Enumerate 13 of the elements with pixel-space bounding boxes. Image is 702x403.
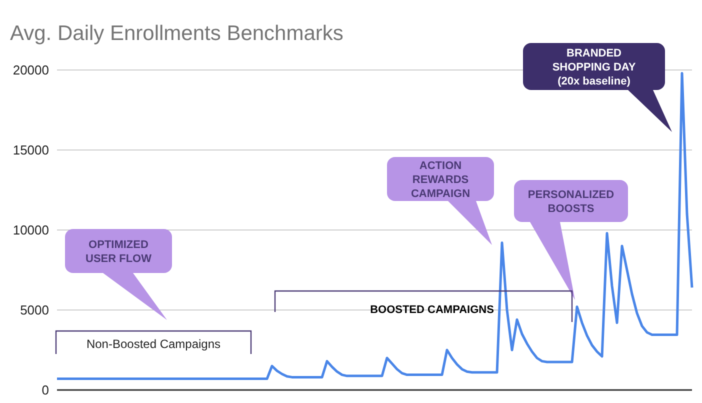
annotation: ACTION REWARDS CAMPAIGN [410,160,470,200]
y-tick-label: 10000 [12,222,49,238]
y-tick-label: 0 [42,382,49,398]
annotation: PERSONALIZED BOOSTS [528,189,614,215]
chart-title: Avg. Daily Enrollments Benchmarks [10,22,344,46]
y-tick-label: 20000 [12,62,49,78]
annotation: BRANDED SHOPPING DAY (20x baseline) [552,48,636,88]
y-tick-label: 5000 [20,302,49,318]
annotation: Non-Boosted Campaigns [86,337,221,351]
line-series [56,72,694,380]
annotation: BOOSTED CAMPAIGNS [370,304,494,316]
annotation: OPTIMIZED USER FLOW [86,239,152,265]
y-tick-label: 15000 [12,142,49,158]
